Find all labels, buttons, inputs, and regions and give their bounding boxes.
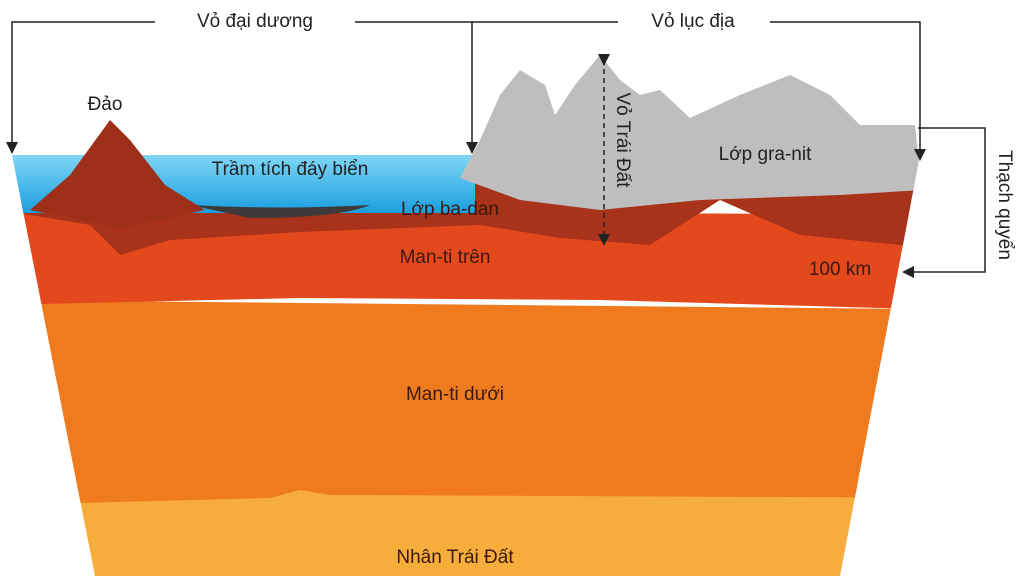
- lithosphere-bracket: [902, 127, 986, 278]
- label: Lớp ba-dan: [401, 199, 499, 220]
- continental-bracket-right: [770, 21, 926, 161]
- oceanic-bracket-right: [355, 21, 478, 154]
- layers: [12, 55, 930, 576]
- label: 100 km: [809, 259, 871, 280]
- label: Man-ti dưới: [406, 384, 504, 405]
- oceanic-bracket-left: [6, 21, 155, 154]
- sediment-layer: [190, 205, 370, 218]
- label: Đảo: [88, 94, 123, 115]
- label: Vỏ Trái Đất: [612, 92, 633, 188]
- label: Lớp gra-nit: [719, 144, 812, 165]
- label: Vỏ đại dương: [197, 11, 313, 32]
- label: Vỏ lục địa: [651, 11, 735, 32]
- label: Trầm tích đáy biển: [212, 159, 369, 180]
- label: Nhân Trái Đất: [396, 547, 514, 568]
- brackets: [6, 21, 986, 278]
- granite-layer: [460, 55, 922, 210]
- lower-mantle-layer: [12, 300, 930, 505]
- island: [30, 120, 205, 228]
- upper-mantle-layer: [12, 210, 930, 312]
- label: Man-ti trên: [400, 247, 491, 268]
- label: Thạch quyển: [994, 150, 1015, 260]
